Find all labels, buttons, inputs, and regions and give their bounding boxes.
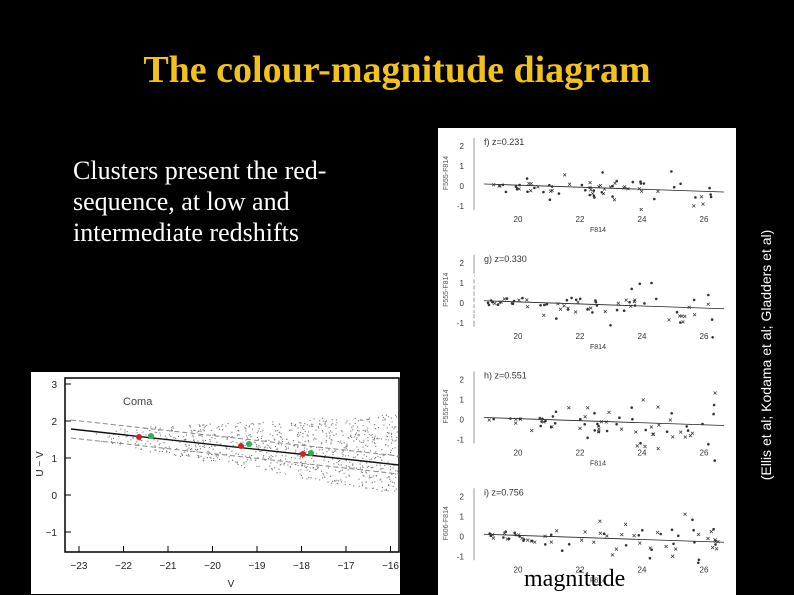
panel-ytick: 2	[460, 492, 465, 501]
cmd-panel: f) z=0.231 F555-F814 2 1 0 -1 20 22 24 26 F814	[443, 137, 725, 234]
coma-highlight-point	[308, 450, 314, 456]
cmd-panel: h) z=0.551 F555-F814 2 1 0 -1 20 22 24 26 F814	[443, 371, 725, 468]
panel-xtick: 26	[700, 565, 709, 574]
coma-ytick: −1	[46, 528, 58, 539]
red-sequence-line	[483, 417, 725, 426]
coma-xtick: −21	[160, 561, 177, 572]
panel-xlabel: F814	[590, 344, 606, 351]
panel-ytick: 1	[460, 279, 465, 288]
panel-xtick: 20	[514, 332, 523, 341]
panel-ytick: 1	[460, 396, 465, 405]
panel-ytick: 1	[460, 512, 465, 521]
panel-xtick: 26	[700, 332, 709, 341]
coma-highlight-point	[136, 434, 142, 440]
panel-ytick: 2	[460, 142, 465, 151]
panel-label: g) z=0.330	[484, 254, 527, 264]
panel-xtick: 24	[638, 332, 647, 341]
panel-points	[487, 391, 717, 462]
coma-xtick: −17	[338, 561, 355, 572]
coma-ytick: 3	[51, 380, 57, 391]
panel-xtick: 22	[576, 215, 585, 224]
slide-title: The colour-magnitude diagram	[143, 49, 651, 91]
coma-highlight-point	[238, 443, 244, 449]
coma-highlight-point	[148, 433, 154, 439]
coma-xtick: −23	[71, 561, 88, 572]
coma-xtick: −22	[115, 561, 132, 572]
coma-lower-dashed	[70, 437, 400, 475]
panel-ytick: 0	[460, 416, 465, 425]
panel-xtick: 24	[638, 565, 647, 574]
cmd-panel: g) z=0.330 F555-F814 2 1 0 -1 20 22 24 26 F814	[443, 254, 725, 351]
panel-xtick: 24	[638, 449, 647, 458]
coma-xtick: −20	[204, 561, 221, 572]
red-sequence-line	[483, 300, 725, 310]
cmd-panel: i) z=0.756 F606-F814 2 1 0 -1 20 22 24 26 F814	[443, 487, 725, 584]
panel-points	[486, 281, 714, 339]
red-sequence-line	[483, 183, 725, 193]
panel-xtick: 22	[576, 565, 585, 574]
coma-ytick: 2	[51, 417, 57, 428]
panel-xtick: 26	[700, 215, 709, 224]
panel-label: h) z=0.551	[484, 371, 527, 381]
coma-xtick: −16	[382, 561, 399, 572]
coma-fit-line	[70, 428, 400, 466]
coma-xlabel: V	[228, 579, 235, 590]
panel-label: f) z=0.231	[484, 137, 524, 147]
magnitude-axis-label: magnitude	[524, 566, 626, 592]
color-axis-label: color	[463, 273, 490, 323]
panel-xtick: 20	[514, 449, 523, 458]
coma-label: Coma	[123, 396, 153, 408]
coma-upper-dashed	[70, 419, 400, 457]
panel-points	[488, 512, 720, 565]
panel-xlabel: F814	[590, 577, 606, 584]
red-sequence-line	[483, 533, 725, 543]
panel-ylabel: F555-F814	[443, 389, 450, 423]
panel-ytick: 0	[460, 299, 465, 308]
panel-xtick: 24	[638, 215, 647, 224]
panel-ytick: 2	[460, 259, 465, 268]
coma-xtick: −18	[293, 561, 310, 572]
credit-label: (Ellis et al; Kodama et al; Gladders et …	[758, 229, 774, 481]
panel-xtick: 22	[576, 332, 585, 341]
panel-ylabel: F555-F814	[443, 156, 450, 190]
coma-ytick: 1	[51, 454, 57, 465]
panel-ytick: -1	[457, 552, 465, 561]
panel-ylabel: F555-F814	[443, 273, 450, 307]
coma-ylabel: U − V	[35, 451, 46, 477]
panel-ytick: -1	[457, 319, 465, 328]
panel-xlabel: F814	[590, 227, 606, 234]
coma-highlight-point	[300, 451, 306, 457]
panel-ytick: 1	[460, 162, 465, 171]
panel-ytick: -1	[457, 202, 465, 211]
panel-ytick: 0	[460, 532, 465, 541]
panel-xtick: 20	[514, 215, 523, 224]
coma-xtick: −19	[249, 561, 266, 572]
panel-label: i) z=0.756	[484, 487, 524, 497]
panel-xtick: 26	[700, 449, 709, 458]
panel-ytick: 0	[460, 182, 465, 191]
panel-xtick: 20	[514, 565, 523, 574]
coma-plot: Coma U − V V 3 2 1 0 −1 −23 −22 −21 −20 −19 −18 −17…	[31, 372, 400, 594]
panel-ylabel: F606-F814	[443, 506, 450, 540]
coma-ytick: 0	[51, 491, 57, 502]
panel-points	[491, 170, 713, 212]
panel-xtick: 22	[576, 449, 585, 458]
coma-highlight-point	[246, 441, 252, 447]
panel-xlabel: F814	[590, 461, 606, 468]
panel-ytick: 2	[460, 376, 465, 385]
panel-ytick: -1	[457, 436, 465, 445]
bullet-text: Clusters present the red-sequence, at lo…	[73, 156, 327, 247]
